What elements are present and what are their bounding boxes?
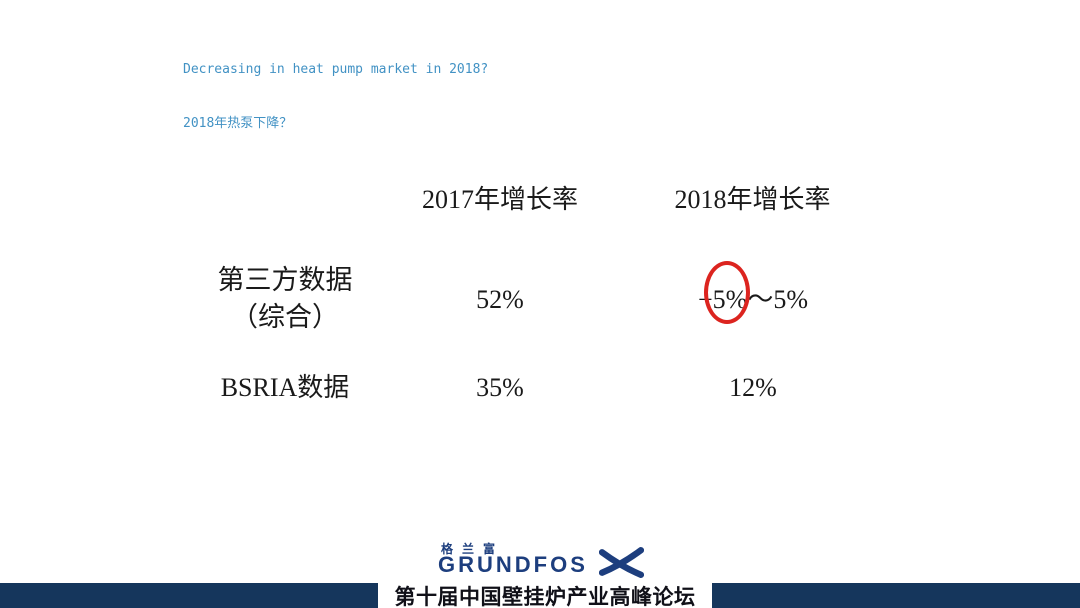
slide-title: Decreasing in heat pump market in 2018? … (183, 25, 488, 169)
logo-name-en: GRUNDFOS (438, 552, 588, 577)
footer-banner-label-box: 第十届中国壁挂炉产业高峰论坛 (378, 583, 712, 608)
row-label-bsria: BSRIA数据 (220, 373, 350, 402)
slide-title-en: Decreasing in heat pump market in 2018? (183, 62, 489, 77)
row-label-third-party-line2: （综合） (231, 302, 339, 332)
column-header-2018: 2018年增长率 (674, 185, 831, 214)
logo-name-cn: 格兰富 (441, 542, 505, 556)
row-label-third-party: 第三方数据 （综合） (185, 262, 385, 336)
value-third-party-2018-circled-part: −5% (698, 285, 748, 314)
slide-title-zh: 2018年热泵下降？ (183, 116, 293, 131)
row-label-third-party-line1: 第三方数据 (217, 265, 353, 295)
value-bsria-2018: 12% (729, 373, 777, 402)
value-bsria-2017: 35% (476, 373, 524, 402)
value-third-party-2018-rest-part: ～5% (747, 285, 808, 314)
footer-banner: 第十届中国壁挂炉产业高峰论坛 (0, 583, 1080, 608)
value-third-party-2017: 52% (476, 285, 524, 314)
footer-banner-text: 第十届中国壁挂炉产业高峰论坛 (394, 585, 696, 608)
column-header-2017: 2017年增长率 (421, 185, 578, 214)
grundfos-x-icon (599, 547, 644, 578)
value-third-party-2018: −5%～5% (648, 283, 858, 317)
